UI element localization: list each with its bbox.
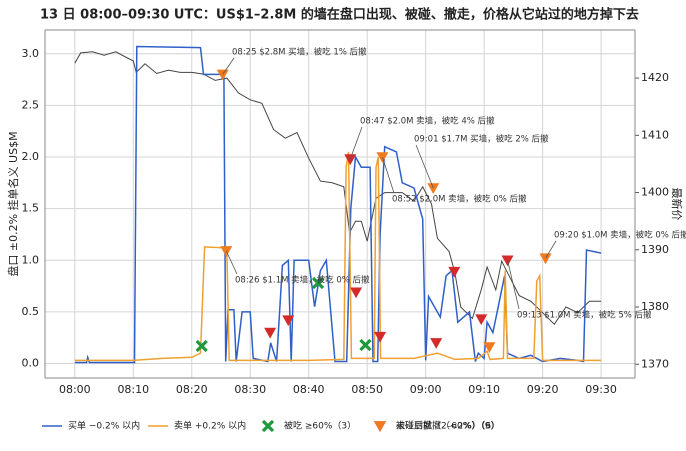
scatter-marker [430, 338, 443, 349]
series-line [74, 151, 602, 362]
annotation-arrow [507, 260, 520, 310]
legend-label: 未碰到就撤（<2%）（6） [396, 420, 500, 432]
annotation: 08:26 $1.1M 卖墙，被吃 0% 后撤 [235, 275, 370, 286]
annotation: 08:47 $2.0M 卖墙，被吃 4% 后撤 [360, 116, 495, 127]
annotation-arrow [382, 156, 395, 194]
chart-title: 13 日 08:00–09:30 UTC：US$1–2.8M 的墙在盘口出现、被… [40, 7, 639, 23]
y2-tick-label: 1390 [641, 243, 669, 256]
y2-tick-label: 1400 [641, 186, 669, 199]
y2-tick-label: 1380 [641, 300, 669, 313]
scatter-marker [195, 339, 208, 353]
scatter-marker [350, 287, 363, 299]
scatter-marker [539, 253, 552, 265]
legend-swatch [374, 421, 386, 432]
annotation: 09:01 $1.7M 买墙，被吃 2% 后撤 [414, 134, 549, 145]
y-tick-label: 0.5 [22, 305, 40, 318]
y2-tick-label: 1370 [641, 357, 669, 370]
legend-label: 买单 −0.2% 以内 [68, 420, 140, 432]
legend-label: 被碰后撤（2–60%）（9） [396, 420, 499, 432]
scatter-marker [475, 314, 488, 326]
x-tick-label: 08:50 [351, 383, 383, 396]
annotation-arrow [225, 250, 238, 275]
scatter-marker [483, 342, 496, 354]
legend-label: 卖单 +0.2% 以内 [174, 420, 246, 432]
x-tick-label: 08:00 [59, 383, 91, 396]
y2-tick-label: 1410 [641, 128, 669, 141]
scatter-marker [448, 266, 461, 278]
annotation: 08:25 $2.8M 买墙，被吃 1% 后撤 [232, 47, 367, 58]
scatter-marker [282, 315, 295, 327]
x-tick-label: 09:30 [585, 383, 617, 396]
legend-label: 被吃 ≥60%（3） [284, 420, 356, 432]
y-tick-label: 2.0 [22, 150, 40, 163]
x-tick-label: 08:40 [293, 383, 325, 396]
x-tick-label: 08:20 [176, 383, 208, 396]
x-tick-label: 09:00 [410, 383, 442, 396]
y-axis-label: 盘口 ±0.2% 挂单名义 US$M [6, 131, 20, 276]
y-tick-label: 1.0 [22, 253, 40, 266]
scatter-marker [359, 338, 372, 352]
scatter-marker [311, 276, 325, 290]
series-line [74, 45, 602, 364]
scatter-marker [374, 331, 387, 343]
annotation-arrow [415, 144, 434, 189]
scatter-marker [427, 183, 440, 194]
x-tick-label: 09:20 [527, 383, 559, 396]
y-tick-label: 2.5 [22, 98, 40, 111]
y-tick-label: 3.0 [22, 47, 40, 60]
scatter-marker [216, 69, 229, 81]
x-tick-label: 08:30 [234, 383, 266, 396]
legend-swatch [261, 419, 275, 433]
plot-frame [44, 29, 636, 379]
y2-axis-label: 最新价 [670, 188, 684, 221]
annotation-arrow [545, 240, 557, 259]
annotation: 09:20 $1.0M 卖墙，被吃 0% 后撤 [554, 230, 686, 241]
scatter-marker [344, 154, 357, 166]
y-tick-label: 0.0 [22, 357, 40, 370]
scatter-marker [264, 327, 277, 339]
annotation: 08:52 $2.0M 卖墙，被吃 0% 后撤 [392, 194, 527, 205]
annotation: 09:13 $1.0M 卖墙，被吃 5% 后撤 [517, 310, 652, 321]
y2-tick-label: 1420 [641, 71, 669, 84]
annotation-arrow [349, 126, 363, 160]
y-tick-label: 1.5 [22, 202, 40, 215]
x-tick-label: 09:10 [468, 383, 500, 396]
x-tick-label: 08:10 [117, 383, 149, 396]
annotation-arrow [222, 57, 235, 75]
series-line [74, 51, 602, 325]
